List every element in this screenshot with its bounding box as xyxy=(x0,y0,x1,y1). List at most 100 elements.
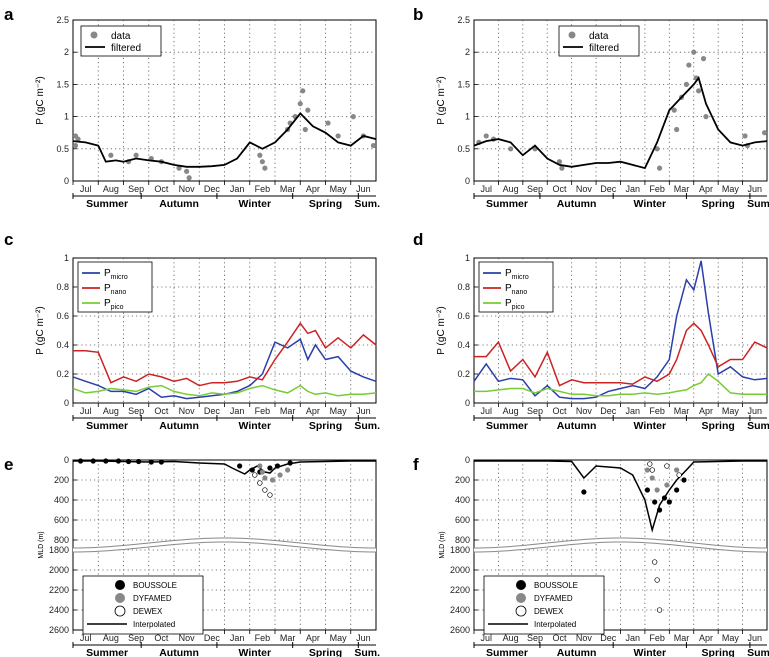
x-tick-label: Aug xyxy=(103,633,119,643)
y-tick-label: 0.8 xyxy=(56,282,69,292)
panel-letter-a: a xyxy=(4,5,14,24)
data-point xyxy=(683,81,690,87)
season-label: Spring xyxy=(702,198,735,210)
x-tick-label: Jul xyxy=(480,406,492,416)
boussole-point xyxy=(103,458,109,464)
x-tick-label: Nov xyxy=(179,184,196,194)
boussole-point xyxy=(90,458,96,464)
legend-marker xyxy=(516,580,526,590)
x-tick-label: Jul xyxy=(80,406,92,416)
series-line-nano xyxy=(474,322,768,387)
season-label: Spring xyxy=(702,420,735,432)
series-line-pico xyxy=(72,384,377,397)
boussole-point xyxy=(125,458,132,465)
boussole-point xyxy=(681,477,687,483)
x-tick-label: Feb xyxy=(649,184,665,194)
legend-box xyxy=(558,25,640,57)
data-point xyxy=(691,49,697,55)
data-point xyxy=(300,88,306,94)
y-tick-label: 0 xyxy=(465,176,470,186)
y-tick-label: 0.5 xyxy=(457,144,470,154)
season-label: Summer xyxy=(86,198,128,210)
x-tick-label: Oct xyxy=(552,633,567,643)
y-tick-label: 0 xyxy=(64,176,69,186)
x-tick-label: May xyxy=(722,633,740,643)
axis-break-line xyxy=(73,537,376,549)
x-tick-label: Mar xyxy=(674,406,690,416)
y-tick-label: 0.4 xyxy=(56,340,69,350)
interpolated-line xyxy=(474,460,767,533)
legend-box xyxy=(80,25,162,57)
y-axis-label: P (gC m⁻²) xyxy=(35,76,46,124)
data-point xyxy=(262,165,268,171)
legend-label: data xyxy=(589,31,609,42)
y-tick-label: 2200 xyxy=(49,585,69,595)
y-tick-label: 2 xyxy=(64,47,69,57)
boussole-point xyxy=(661,495,668,501)
series-line-nano xyxy=(73,322,377,387)
dewex-point xyxy=(649,467,655,473)
season-label: Spring xyxy=(309,198,342,210)
dyfamed-point xyxy=(262,475,268,481)
x-tick-label: Aug xyxy=(103,184,119,194)
data-point xyxy=(176,165,182,171)
data-point xyxy=(656,165,663,171)
boussole-point xyxy=(136,458,142,465)
legend-marker-data xyxy=(568,31,576,39)
season-label: Sum. xyxy=(354,647,380,657)
data-point xyxy=(483,133,489,139)
data-point xyxy=(703,114,709,120)
x-tick-label: Nov xyxy=(576,184,593,194)
filtered-line xyxy=(473,76,768,170)
legend-label: data xyxy=(111,31,131,42)
x-tick-label: Jul xyxy=(480,633,492,643)
x-tick-label: Oct xyxy=(154,184,169,194)
x-tick-label: Oct xyxy=(552,184,567,194)
boussole-point xyxy=(115,458,122,464)
boussole-point xyxy=(77,458,84,464)
panel-letter-e: e xyxy=(4,455,13,474)
boussole-point xyxy=(267,465,273,471)
y-tick-label: 1 xyxy=(465,253,470,263)
y-tick-label: 0 xyxy=(64,398,69,408)
dewex-point xyxy=(654,577,660,583)
season-label: Sum xyxy=(747,647,769,657)
dyfamed-point xyxy=(257,463,263,469)
y-axis-label: MLD (m) xyxy=(439,531,446,558)
y-tick-label: 1 xyxy=(64,253,69,263)
boussole-point xyxy=(274,463,281,469)
season-label: Spring xyxy=(702,647,735,657)
x-tick-label: Dec xyxy=(204,633,221,643)
chart-panel-f: f Jul Aug Sep Oct Nov Dec Jan Feb Mar Apr May Jun Sum… xyxy=(413,455,769,657)
legend-subscript: micro xyxy=(111,274,128,281)
y-tick-label: 0.6 xyxy=(56,311,69,321)
boussole-point xyxy=(644,487,650,493)
x-tick-label: Apr xyxy=(306,633,320,643)
data-point xyxy=(556,159,563,165)
x-tick-label: Apr xyxy=(306,184,320,194)
x-tick-label: May xyxy=(330,184,348,194)
y-tick-label: 2400 xyxy=(49,605,69,615)
legend-label: DEWEX xyxy=(133,607,163,616)
data-point xyxy=(297,101,303,107)
season-label: Winter xyxy=(634,647,667,657)
x-tick-label: Aug xyxy=(503,633,519,643)
season-label: Autumn xyxy=(557,198,597,210)
panel-letter-f: f xyxy=(413,455,419,474)
legend-marker xyxy=(115,593,125,603)
y-tick-label: 2600 xyxy=(49,625,69,635)
y-tick-label: 1800 xyxy=(450,545,470,555)
y-axis-label: P (gC m⁻²) xyxy=(436,306,447,354)
y-tick-label: 0 xyxy=(465,398,470,408)
panel-letter-b: b xyxy=(413,5,423,24)
y-tick-label: 200 xyxy=(455,475,470,485)
x-tick-label: Feb xyxy=(649,406,665,416)
x-tick-label: Mar xyxy=(674,633,690,643)
x-tick-label: Apr xyxy=(699,406,713,416)
dyfamed-point xyxy=(654,487,660,493)
dewex-point xyxy=(647,461,653,467)
data-point xyxy=(700,56,707,62)
season-label: Sum xyxy=(747,198,769,210)
x-tick-label: Jan xyxy=(625,184,640,194)
season-label: Sum. xyxy=(354,198,380,210)
